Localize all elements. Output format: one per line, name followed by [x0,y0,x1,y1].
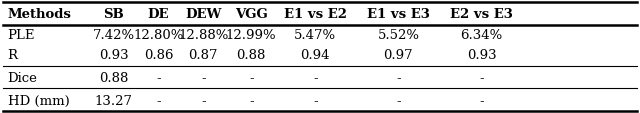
Text: -: - [313,94,317,107]
Text: SB: SB [103,8,124,21]
Text: 0.97: 0.97 [383,49,413,62]
Text: 0.94: 0.94 [300,49,330,62]
Text: -: - [313,72,317,84]
Text: 6.34%: 6.34% [460,29,503,42]
Text: Dice: Dice [8,72,38,84]
Text: DEW: DEW [185,8,221,21]
Text: E1 vs E3: E1 vs E3 [367,8,430,21]
Text: Methods: Methods [8,8,72,21]
Text: -: - [249,72,253,84]
Text: 0.87: 0.87 [188,49,218,62]
Text: -: - [479,72,484,84]
Text: 12.88%: 12.88% [178,29,228,42]
Text: 12.80%: 12.80% [133,29,184,42]
Text: 13.27: 13.27 [95,94,132,107]
Text: -: - [479,94,484,107]
Text: -: - [396,72,401,84]
Text: -: - [201,72,205,84]
Text: -: - [156,72,161,84]
Text: E2 vs E3: E2 vs E3 [450,8,513,21]
Text: HD (mm): HD (mm) [8,94,69,107]
Text: 7.42%: 7.42% [93,29,134,42]
Text: 0.88: 0.88 [237,49,266,62]
Text: E1 vs E2: E1 vs E2 [284,8,347,21]
Text: 5.52%: 5.52% [378,29,419,42]
Text: 0.93: 0.93 [467,49,497,62]
Text: PLE: PLE [8,29,35,42]
Text: 0.88: 0.88 [99,72,128,84]
Text: 0.93: 0.93 [99,49,129,62]
Text: 5.47%: 5.47% [294,29,336,42]
Text: -: - [396,94,401,107]
Text: -: - [249,94,253,107]
Text: 0.86: 0.86 [143,49,173,62]
Text: VGG: VGG [235,8,268,21]
Text: -: - [201,94,205,107]
Text: -: - [156,94,161,107]
Text: DE: DE [148,8,169,21]
Text: R: R [8,49,18,62]
Text: 12.99%: 12.99% [226,29,276,42]
